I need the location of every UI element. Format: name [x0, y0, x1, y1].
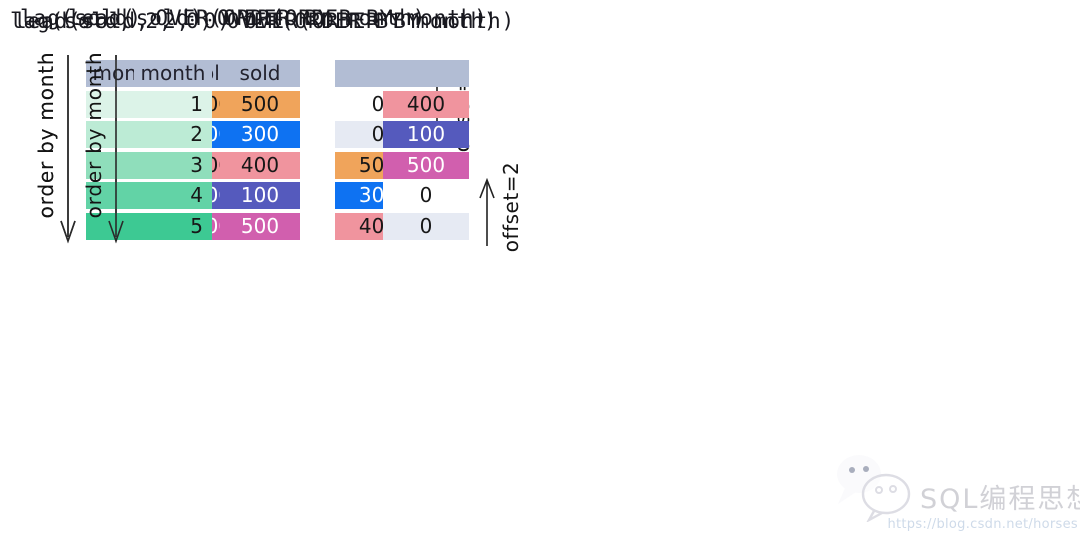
month-cell: 2	[134, 121, 212, 148]
month-cell: 5	[134, 213, 212, 240]
panel-title: lead(sold) OVER(ORDER BY month)	[68, 6, 488, 30]
month-cell: 3	[134, 152, 212, 179]
month-cell: 1	[134, 91, 212, 118]
watermark-url: https://blog.csdn.net/horses	[887, 517, 1078, 532]
panel-lead-offset: lead(sold, 2, 0) OVER(ORDER BY month) or…	[0, 0, 540, 272]
down-arrow-icon	[108, 55, 124, 244]
watermark: SQL编程思想	[834, 452, 1080, 522]
result-header-cell	[383, 60, 469, 87]
order-axis-label: order by month	[82, 51, 106, 219]
sold-cell: 500	[220, 91, 300, 118]
month-cell: 4	[134, 182, 212, 209]
wechat-icon	[837, 455, 911, 522]
sold-cell: 300	[220, 121, 300, 148]
offset-label: offset=2	[499, 161, 523, 253]
result-cell: 0	[383, 182, 469, 209]
sold-header-cell: sold	[220, 60, 300, 87]
panel-title: lead(sold, 2, 0) OVER(ORDER BY month)	[14, 9, 516, 33]
watermark-brand: SQL编程思想	[920, 483, 1080, 515]
result-cell: 500	[383, 152, 469, 179]
result-cell: 100	[383, 121, 469, 148]
sold-cell: 500	[220, 213, 300, 240]
result-cell: 0	[383, 213, 469, 240]
sold-cell: 100	[220, 182, 300, 209]
panel-title: lag(sold) OVER(ORDER BY month)	[20, 6, 427, 30]
result-cell: 400	[383, 91, 469, 118]
sold-cell: 400	[220, 152, 300, 179]
month-header-cell: month	[134, 60, 212, 87]
panel-title: lag(sold, 2, 0) OVER(ORDER BY month)	[10, 9, 498, 33]
offset-up-arrow-icon	[479, 178, 495, 246]
down-arrow-icon	[60, 55, 76, 244]
